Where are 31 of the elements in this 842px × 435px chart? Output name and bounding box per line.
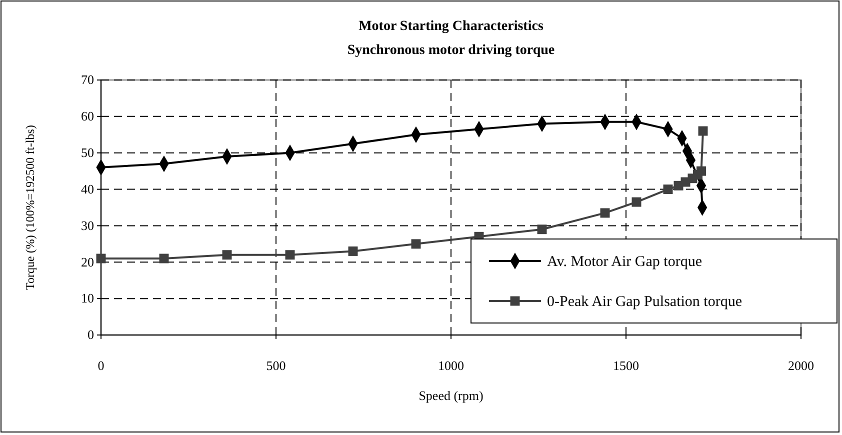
x-tick-label: 0 — [98, 358, 104, 374]
y-tick-label: 40 — [81, 181, 94, 196]
x-tick-label: 1500 — [613, 358, 639, 374]
x-axis-title: Speed (rpm) — [418, 388, 484, 403]
x-tick-label: 500 — [266, 358, 286, 374]
chart-title: Motor Starting Characteristics — [358, 19, 544, 34]
point — [696, 166, 706, 176]
point — [348, 246, 358, 256]
point — [632, 197, 642, 207]
point — [96, 254, 106, 264]
y-axis-title: Torque (%) (100%=192500 ft-lbs) — [23, 125, 37, 290]
legend-label: Av. Motor Air Gap torque — [547, 254, 702, 270]
y-tick-label: 50 — [81, 145, 94, 160]
point — [600, 208, 610, 218]
y-tick-label: 30 — [81, 218, 94, 233]
x-tick-label: 1000 — [438, 358, 464, 374]
point — [537, 224, 547, 234]
y-tick-label: 60 — [81, 108, 94, 124]
y-tick-label: 0 — [88, 327, 94, 342]
y-tick-label: 70 — [81, 72, 94, 88]
point — [285, 250, 295, 260]
point — [222, 250, 232, 260]
point — [663, 184, 673, 194]
x-tick-label: 2000 — [788, 358, 814, 374]
y-tick-label: 20 — [81, 254, 94, 270]
point — [159, 254, 169, 264]
point — [411, 239, 421, 249]
legend-label: 0-Peak Air Gap Pulsation torque — [547, 294, 742, 310]
point — [698, 126, 708, 136]
chart-subtitle: Synchronous motor driving torque — [347, 43, 555, 58]
y-tick-label: 10 — [81, 290, 94, 306]
